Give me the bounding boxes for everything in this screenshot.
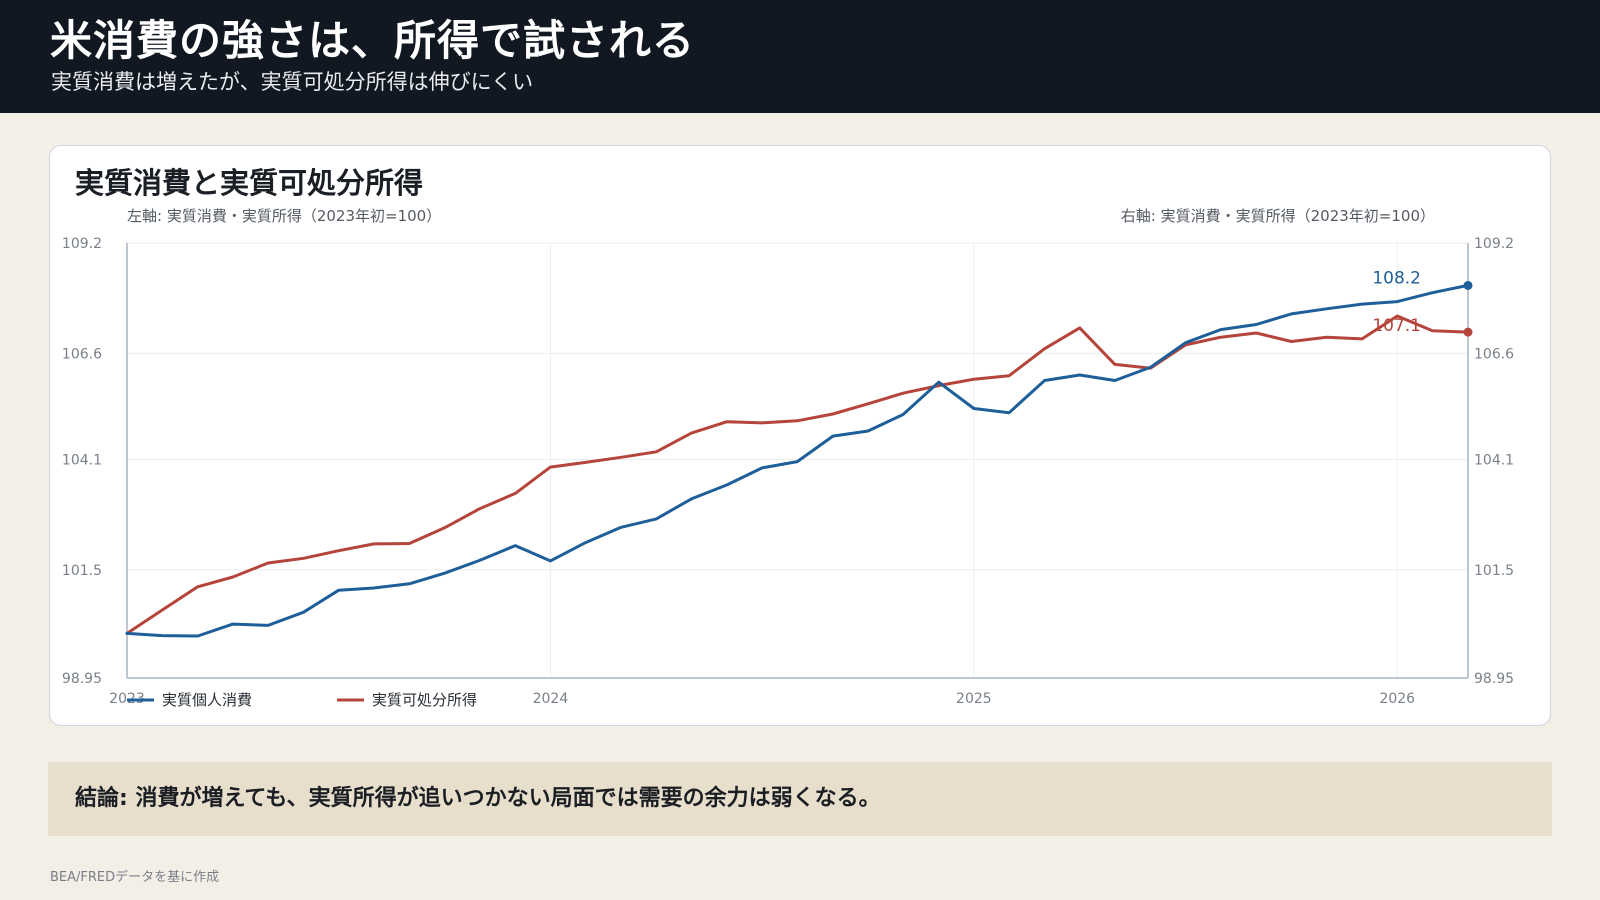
right-axis-label: 右軸: 実質消費・実質所得（2023年初=100） xyxy=(1121,207,1435,225)
page-title: 米消費の強さは、所得で試される xyxy=(50,16,696,65)
y-tick-label-right: 104.1 xyxy=(1474,452,1514,468)
y-tick-label-left: 98.95 xyxy=(62,671,102,687)
y-tick-label-left: 101.5 xyxy=(62,563,102,579)
page-subtitle: 実質消費は増えたが、実質可処分所得は伸びにくい xyxy=(51,70,534,94)
series-lines: 107.1 108.2 xyxy=(125,268,1473,638)
series-end-label: 108.2 xyxy=(1372,268,1421,288)
legend: 実質個人消費 実質可処分所得 xyxy=(127,691,477,709)
chart-card: 実質消費と実質可処分所得 左軸: 実質消費・実質所得（2023年初=100） 右… xyxy=(49,145,1551,726)
y-tick-label-left: 104.1 xyxy=(62,452,102,468)
tick-labels: 109.2 109.2 106.6 106.6 104.1 104.1 101.5 101.5… xyxy=(62,236,1514,707)
series-end-label: 107.1 xyxy=(1372,316,1421,336)
x-tick-label: 2025 xyxy=(956,691,992,707)
axes xyxy=(126,243,1469,679)
conclusion-text: 結論: 消費が増えても、実質所得が追いつかない局面では需要の余力は弱くなる。 xyxy=(75,786,881,811)
y-tick-label-left: 106.6 xyxy=(62,346,102,362)
y-tick-label-right: 98.95 xyxy=(1474,671,1514,687)
source-note: BEA/FREDデータを基に作成 xyxy=(50,870,220,885)
conclusion-box: 結論: 消費が増えても、実質所得が追いつかない局面では需要の余力は弱くなる。 xyxy=(48,762,1552,836)
series-end-marker xyxy=(1463,280,1473,290)
series-line-consumption xyxy=(125,283,1470,638)
y-tick-label-left: 109.2 xyxy=(62,236,102,252)
legend-label: 実質可処分所得 xyxy=(372,691,477,709)
y-tick-label-right: 109.2 xyxy=(1474,236,1514,252)
y-tick-label-right: 101.5 xyxy=(1474,563,1514,579)
y-tick-label-right: 106.6 xyxy=(1474,346,1514,362)
x-tick-label: 2024 xyxy=(533,691,569,707)
x-tick-label: 2026 xyxy=(1379,691,1415,707)
page-header: 米消費の強さは、所得で試される 実質消費は増えたが、実質可処分所得は伸びにくい xyxy=(0,0,1600,113)
series-line-income xyxy=(125,314,1470,635)
series-end-marker xyxy=(1463,327,1473,337)
left-axis-label: 左軸: 実質消費・実質所得（2023年初=100） xyxy=(127,207,441,225)
legend-label: 実質個人消費 xyxy=(162,691,252,709)
chart-title: 実質消費と実質可処分所得 xyxy=(75,166,424,200)
line-chart: 左軸: 実質消費・実質所得（2023年初=100） 右軸: 実質消費・実質所得（… xyxy=(62,207,1514,709)
